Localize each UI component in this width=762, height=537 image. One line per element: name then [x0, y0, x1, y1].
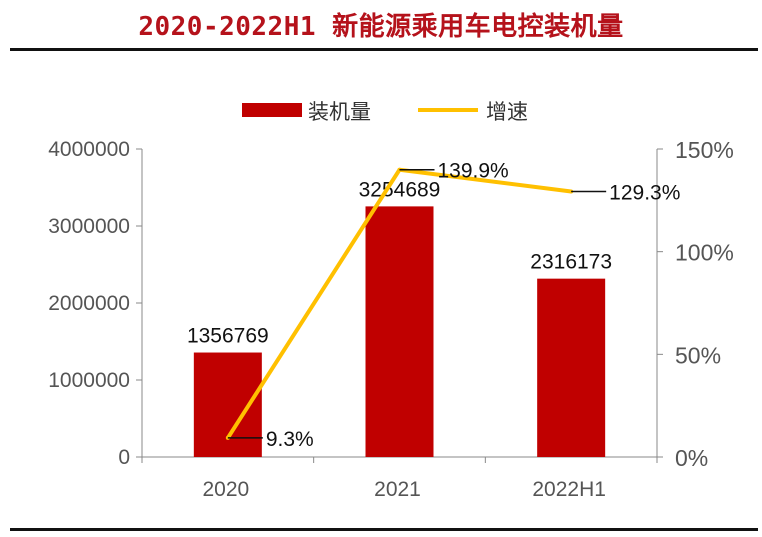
- right-tick-label: 0%: [675, 445, 708, 471]
- left-tick-label: 1000000: [48, 369, 130, 392]
- left-tick-label: 4000000: [48, 138, 130, 161]
- left-tick-label: 2000000: [48, 292, 130, 315]
- bottom-rule: [10, 528, 758, 531]
- left-tick-label: 3000000: [48, 215, 130, 238]
- legend-bar-swatch: [242, 103, 302, 117]
- top-rule: [10, 48, 758, 51]
- x-tick-label: 2020: [202, 478, 249, 501]
- bar: [537, 278, 606, 457]
- bar: [365, 206, 434, 457]
- bar-data-label: 2316173: [530, 251, 612, 274]
- growth-data-label: 9.3%: [266, 428, 314, 451]
- left-tick-label: 0: [118, 446, 130, 469]
- growth-data-label: 129.3%: [609, 182, 680, 205]
- legend-line-label: 增速: [486, 100, 528, 124]
- growth-data-label: 139.9%: [438, 160, 509, 183]
- right-tick-label: 100%: [675, 240, 734, 266]
- chart-title: 2020-2022H1 新能源乘用车电控装机量: [138, 12, 624, 42]
- right-tick-label: 50%: [675, 342, 721, 368]
- right-tick-label: 150%: [675, 137, 734, 163]
- x-tick-label: 2022H1: [532, 478, 606, 501]
- bar-data-label: 3254689: [359, 178, 441, 201]
- bar-data-label: 1356769: [187, 325, 269, 348]
- x-tick-label: 2021: [374, 478, 421, 501]
- legend-bar-label: 装机量: [308, 100, 371, 124]
- bar: [193, 352, 262, 457]
